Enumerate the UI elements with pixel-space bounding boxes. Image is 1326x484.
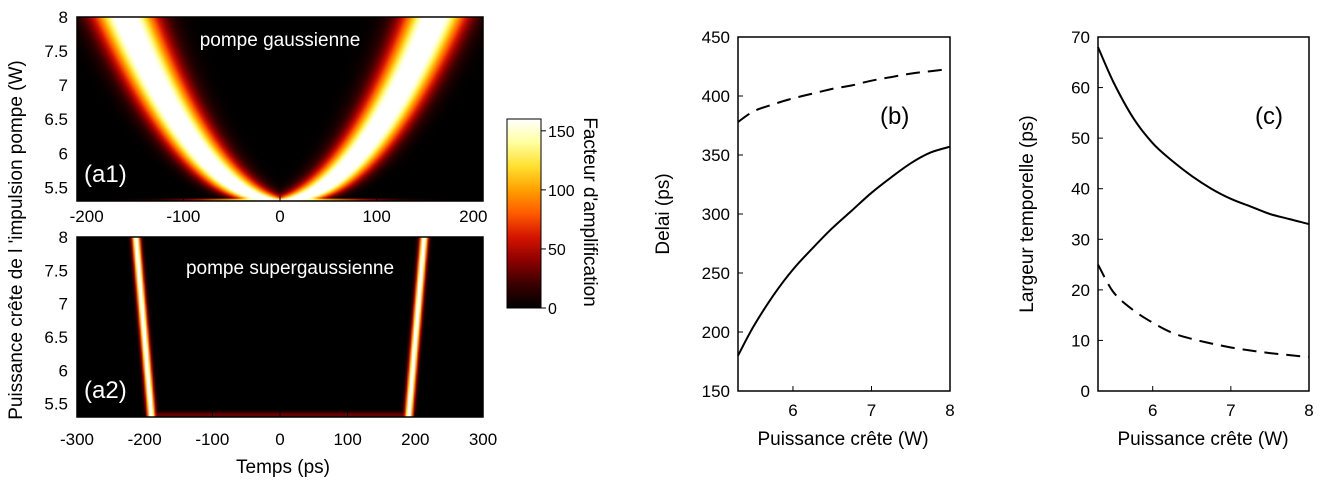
a1-x-ticks: -200 -100 0 100 200 [70,196,488,226]
c-y-tick-label: 50 [1071,129,1090,148]
a2-x-tick-label: -300 [60,430,94,449]
a2-y-ticks: 5.5 6 6.5 7 7.5 8 [44,228,82,414]
b-frame [737,36,951,392]
a2-heatmap [77,237,483,417]
panel-a1: -200 -100 0 100 200 5.5 6 6.5 7 7.5 8 pompe gauss… [44,8,487,226]
c-x-tick-label: 8 [1304,401,1313,420]
a2-y-tick-label: 8 [59,228,68,247]
c-y-tick-label: 20 [1071,281,1090,300]
a1-x-tick-label: 200 [459,207,487,226]
a1-panel-label: (a1) [84,161,127,188]
colorbar-tick-label: 50 [548,242,566,259]
c-series-solid-line [1097,46,1310,226]
a1-map-image [77,17,483,201]
a2-x-ticks: -300 -200 -100 0 100 200 300 [60,412,497,449]
a2-y-tick-label: 7.5 [44,261,68,280]
b-x-axis-label: Puissance crête (W) [757,429,928,450]
c-y-tick-label: 70 [1071,28,1090,47]
a1-y-tick-label: 7 [59,76,68,95]
b-y-tick-label: 450 [702,28,730,47]
b-y-tick-label: 150 [702,382,730,401]
a2-x-tick-label: 0 [275,430,284,449]
shared-y-axis-label: Puissance crête de l 'impulsion pompe (W… [6,60,27,420]
a1-x-tick-label: -200 [70,207,104,226]
colorbar-tick-label: 0 [548,301,557,318]
colorbar-label: Facteur d'amplification [579,117,600,307]
a2-panel-label: (a2) [84,377,127,404]
b-panel-label: (b) [880,103,909,130]
c-frame [1097,36,1310,392]
a2-x-axis-label: Temps (ps) [236,457,330,478]
b-series-solid-line [737,145,951,357]
panel-c: 6 7 8 0 10 20 30 40 50 60 70 (c) Puissance crête … [1017,28,1314,450]
b-x-tick-label: 7 [867,401,876,420]
a1-y-tick-label: 6 [59,144,68,163]
a1-y-tick-label: 7.5 [44,42,68,61]
c-x-ticks: 6 7 8 [1148,386,1314,420]
c-series-dashed-line [1097,264,1310,359]
a1-annotation: pompe gaussienne [200,30,361,51]
a2-x-tick-label: -100 [195,430,229,449]
a2-y-tick-label: 6.5 [44,328,68,347]
c-x-axis-label: Puissance crête (W) [1117,429,1288,450]
b-y-tick-label: 350 [702,146,730,165]
a1-x-tick-label: -100 [166,207,200,226]
colorbar-tick-label: 150 [548,124,575,141]
a2-x-tick-label: -200 [128,430,162,449]
b-y-tick-label: 400 [702,87,730,106]
a2-x-tick-label: 200 [401,430,429,449]
colorbar-gradient [506,118,542,309]
colorbar-tick-label: 100 [548,183,575,200]
c-y-tick-label: 30 [1071,230,1090,249]
a1-heatmap [77,17,483,201]
b-y-tick-label: 300 [702,205,730,224]
b-y-axis-label: Delai (ps) [653,173,674,254]
c-y-tick-label: 10 [1071,331,1090,350]
a1-x-tick-label: 100 [362,207,390,226]
panel-a2: -300 -200 -100 0 100 200 300 5.5 6 6.5 7 7.5 8 pomp… [44,228,497,478]
b-x-tick-label: 6 [788,401,797,420]
colorbar-ticks: 0 50 100 150 [541,124,575,318]
a2-y-tick-label: 6 [59,361,68,380]
a1-y-tick-label: 8 [59,8,68,27]
c-y-tick-label: 0 [1081,382,1090,401]
c-x-tick-label: 6 [1148,401,1157,420]
a2-y-tick-label: 5.5 [44,395,68,414]
a1-y-tick-label: 5.5 [44,178,68,197]
c-y-ticks: 0 10 20 30 40 50 60 70 [1071,28,1103,401]
a2-annotation: pompe supergaussienne [186,258,394,279]
b-x-tick-label: 8 [945,401,954,420]
a2-y-tick-label: 7 [59,295,68,314]
c-y-axis-label: Largeur temporelle (ps) [1017,115,1038,312]
c-x-tick-label: 7 [1226,401,1235,420]
a1-y-ticks: 5.5 6 6.5 7 7.5 8 [44,8,82,197]
a2-map-image [77,237,483,417]
panel-b: 6 7 8 150 200 250 300 350 400 450 (b) Puissance … [653,28,955,450]
b-y-tick-label: 200 [702,323,730,342]
c-y-tick-label: 40 [1071,180,1090,199]
a1-x-tick-label: 0 [275,207,284,226]
c-series [1097,46,1310,359]
b-x-ticks: 6 7 8 [788,386,955,420]
a2-x-tick-label: 100 [333,430,361,449]
a1-y-tick-label: 6.5 [44,110,68,129]
b-series [737,67,951,357]
b-y-tick-label: 250 [702,264,730,283]
b-series-dashed-line [737,67,951,123]
c-panel-label: (c) [1255,103,1283,130]
a2-x-tick-label: 300 [469,430,497,449]
b-y-ticks: 150 200 250 300 350 400 450 [702,28,743,401]
c-y-tick-label: 60 [1071,79,1090,98]
colorbar: 0 50 100 150 Facteur d'amplification [506,117,600,318]
